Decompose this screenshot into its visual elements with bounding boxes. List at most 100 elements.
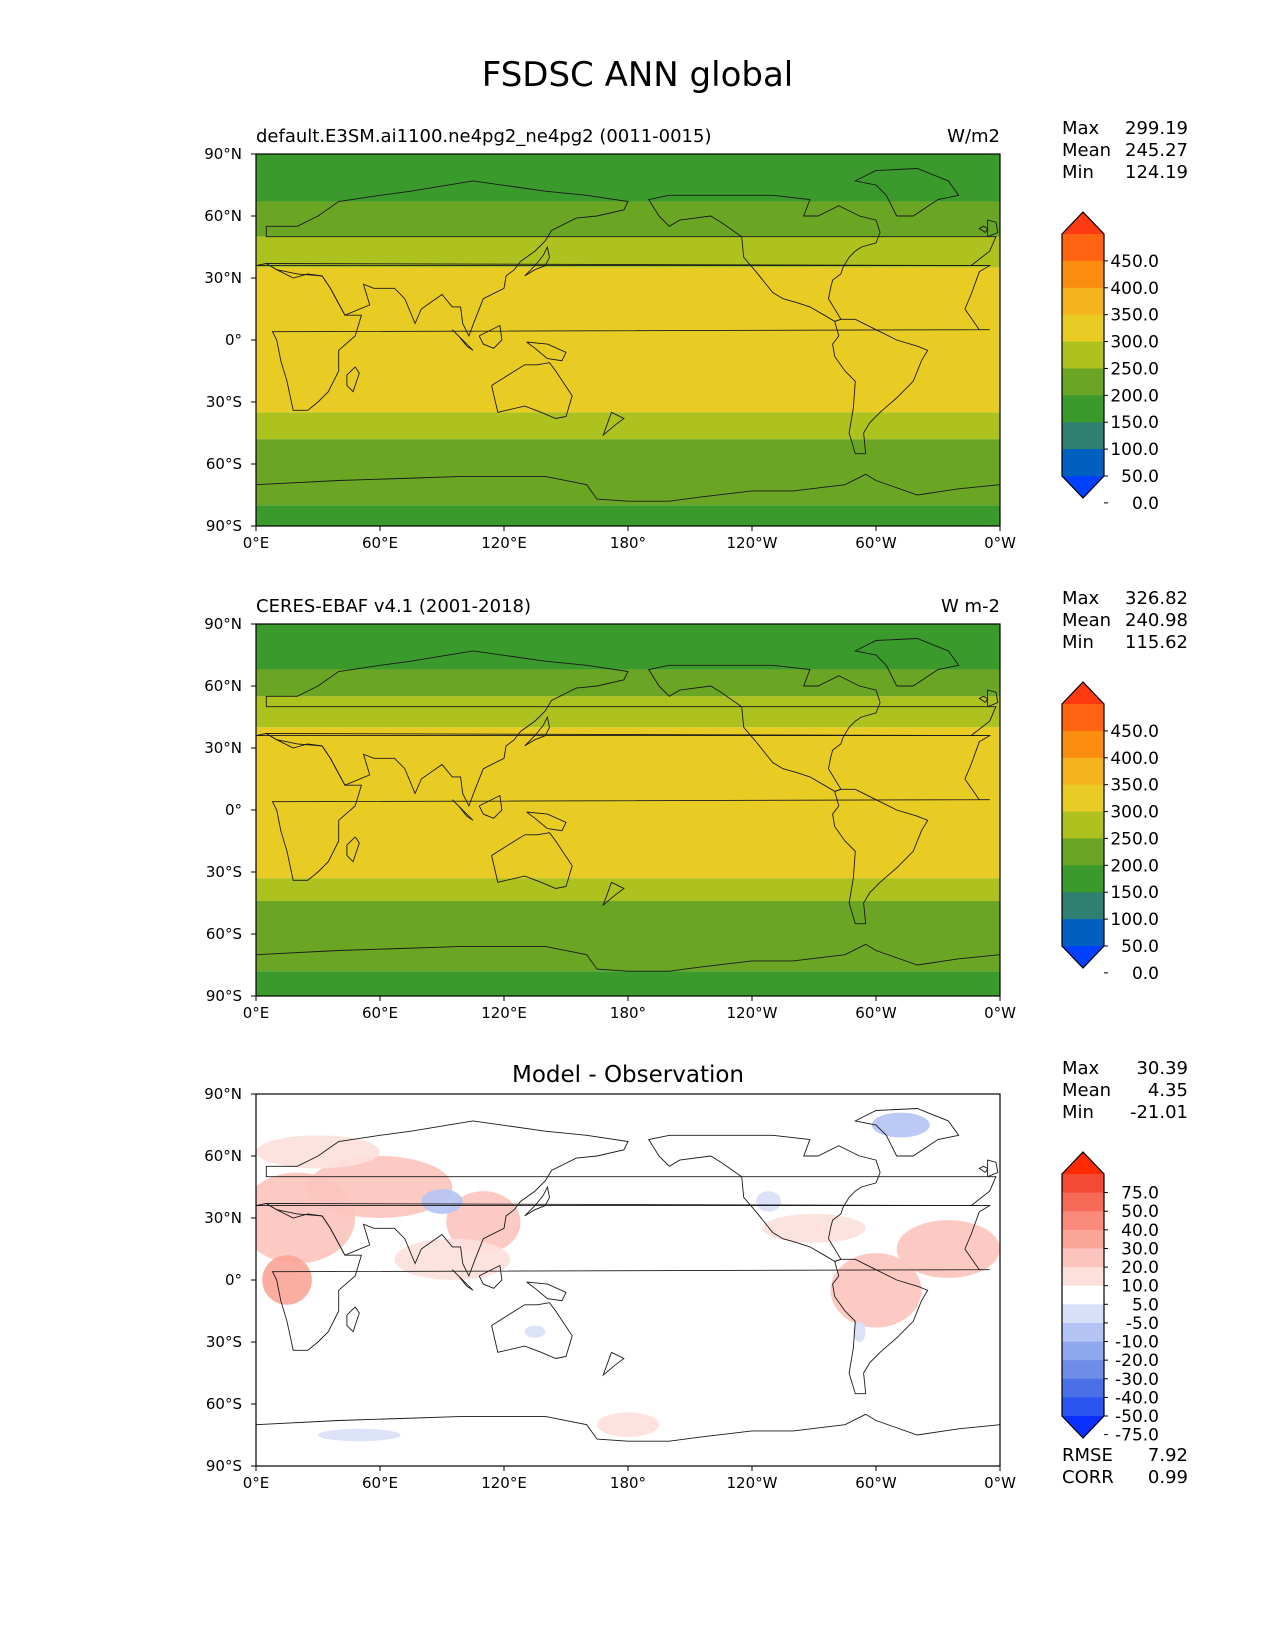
coastline (346, 836, 360, 863)
coastline (602, 881, 625, 907)
anomaly-patch (307, 1156, 453, 1218)
stat-value: 240.98 (1125, 610, 1188, 631)
y-tick-label: 90°N (204, 145, 242, 163)
colorbar-label: 10.0 (1121, 1277, 1159, 1297)
x-tick-label: 120°E (481, 534, 527, 552)
coastline (524, 715, 550, 747)
colorbar-segment (1062, 757, 1104, 786)
panel-units: W/m2 (947, 126, 1000, 147)
coastline (451, 1269, 474, 1291)
stat-label: Mean (1062, 610, 1111, 631)
coastline (647, 1134, 881, 1262)
coastline (647, 194, 881, 322)
anomaly-patch (762, 1213, 866, 1243)
coastline (256, 473, 1000, 526)
coastline (978, 225, 989, 233)
coastline (478, 1264, 503, 1289)
zonal-band (256, 505, 1000, 526)
y-tick-label: 60°N (204, 1147, 242, 1165)
coastline (526, 341, 567, 362)
colorbar-label: 200.0 (1110, 856, 1159, 876)
anomaly-patch (318, 1428, 401, 1442)
y-tick-label: 60°S (206, 1395, 242, 1413)
colorbar-label: 0.0 (1132, 964, 1159, 984)
colorbar-segment (1062, 1267, 1104, 1287)
map-field (256, 1094, 1000, 1466)
colorbar-label: 30.0 (1121, 1239, 1159, 1259)
coastline (491, 832, 573, 889)
colorbar-label: 250.0 (1110, 359, 1159, 379)
coastline (832, 788, 929, 925)
map-panel-1: 0°E 60°E 120°E 180° 120°W 60°W 0°W 90°N 60°N 30°N… (204, 118, 1188, 552)
colorbar-segment (1062, 1397, 1104, 1417)
colorbar-segment (1062, 314, 1104, 343)
stat-label: Max (1062, 1058, 1100, 1079)
coastline (987, 689, 999, 708)
colorbar-label: -5.0 (1126, 1314, 1159, 1334)
colorbar-segment (1062, 1229, 1104, 1249)
y-tick-label: 90°S (206, 1457, 242, 1475)
y-tick-label: 30°S (206, 393, 242, 411)
stat-value: 115.62 (1125, 632, 1188, 653)
anomaly-patch (597, 1412, 659, 1438)
colorbar-label: 20.0 (1121, 1258, 1159, 1278)
colorbar-label: -30.0 (1115, 1370, 1159, 1390)
zonal-band (256, 201, 1000, 237)
colorbar-label: 100.0 (1110, 910, 1159, 930)
y-tick-label: 90°S (206, 517, 242, 535)
colorbar-segment (1062, 1304, 1104, 1324)
x-tick-label: 60°W (855, 534, 897, 552)
colorbar-extend-min (1062, 946, 1104, 968)
y-tick-label: 60°N (204, 677, 242, 695)
coastline (264, 1203, 992, 1351)
panel-title: Model - Observation (512, 1062, 744, 1088)
coastline (264, 733, 992, 881)
coastline (264, 263, 992, 411)
x-tick-label: 180° (610, 534, 646, 552)
x-tick-label: 60°E (362, 1004, 398, 1022)
panel-title: CERES-EBAF v4.1 (2001-2018) (256, 596, 531, 617)
colorbar-label: 300.0 (1110, 803, 1159, 823)
colorbar-segment (1062, 287, 1104, 316)
stat-value: 245.27 (1125, 140, 1188, 161)
zonal-band (256, 412, 1000, 440)
coastline (987, 219, 999, 238)
zonal-band (256, 696, 1000, 728)
stat-label: Max (1062, 588, 1100, 609)
coastline (602, 1351, 625, 1377)
stat-value: 326.82 (1125, 588, 1188, 609)
colorbar-extend-min (1062, 1416, 1104, 1438)
colorbar-segment (1062, 730, 1104, 759)
zonal-band (256, 439, 1000, 506)
anomaly-patch (394, 1238, 511, 1281)
map-panel-3: 0°E 60°E 120°E 180° 120°W 60°W 0°W 90°N 60°N 30°N… (204, 1058, 1188, 1492)
colorbar-segment (1062, 811, 1104, 839)
zonal-band (256, 669, 1000, 697)
colorbar: 450.0 400.0 350.0 300.0 250.0 200.0 150.0 100.0… (1061, 681, 1159, 984)
coastline (346, 366, 360, 393)
stat-label: Min (1062, 632, 1094, 653)
colorbar-label: 50.0 (1121, 467, 1159, 487)
coastline (256, 1413, 1000, 1466)
y-tick-label: 90°N (204, 1085, 242, 1103)
figure-title: FSDSC ANN global (481, 55, 794, 95)
colorbar-extend-min (1062, 476, 1104, 498)
colorbar-label: 350.0 (1110, 776, 1159, 796)
coastline (478, 324, 503, 349)
coastline (524, 1185, 550, 1217)
stat-label: RMSE (1062, 1445, 1113, 1466)
anomaly-patch (853, 1321, 866, 1342)
colorbar: 450.0 400.0 350.0 300.0 250.0 200.0 150.0 100.0… (1061, 211, 1159, 514)
coastline (987, 1159, 999, 1178)
coastline (491, 362, 573, 419)
colorbar-label: 50.0 (1121, 937, 1159, 957)
x-tick-label: 60°E (362, 534, 398, 552)
coastline (978, 695, 989, 703)
zonal-band (256, 267, 1000, 413)
y-tick-label: 30°N (204, 739, 242, 757)
y-tick-label: 30°N (204, 269, 242, 287)
coastline (853, 168, 960, 217)
coastline (451, 329, 474, 351)
x-tick-label: 0°E (243, 1004, 270, 1022)
y-tick-label: 30°N (204, 1209, 242, 1227)
